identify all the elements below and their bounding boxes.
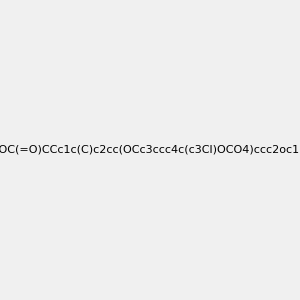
Text: CCOC(=O)CCc1c(C)c2cc(OCc3ccc4c(c3Cl)OCO4)ccc2oc1=O: CCOC(=O)CCc1c(C)c2cc(OCc3ccc4c(c3Cl)OCO4…	[0, 145, 300, 155]
